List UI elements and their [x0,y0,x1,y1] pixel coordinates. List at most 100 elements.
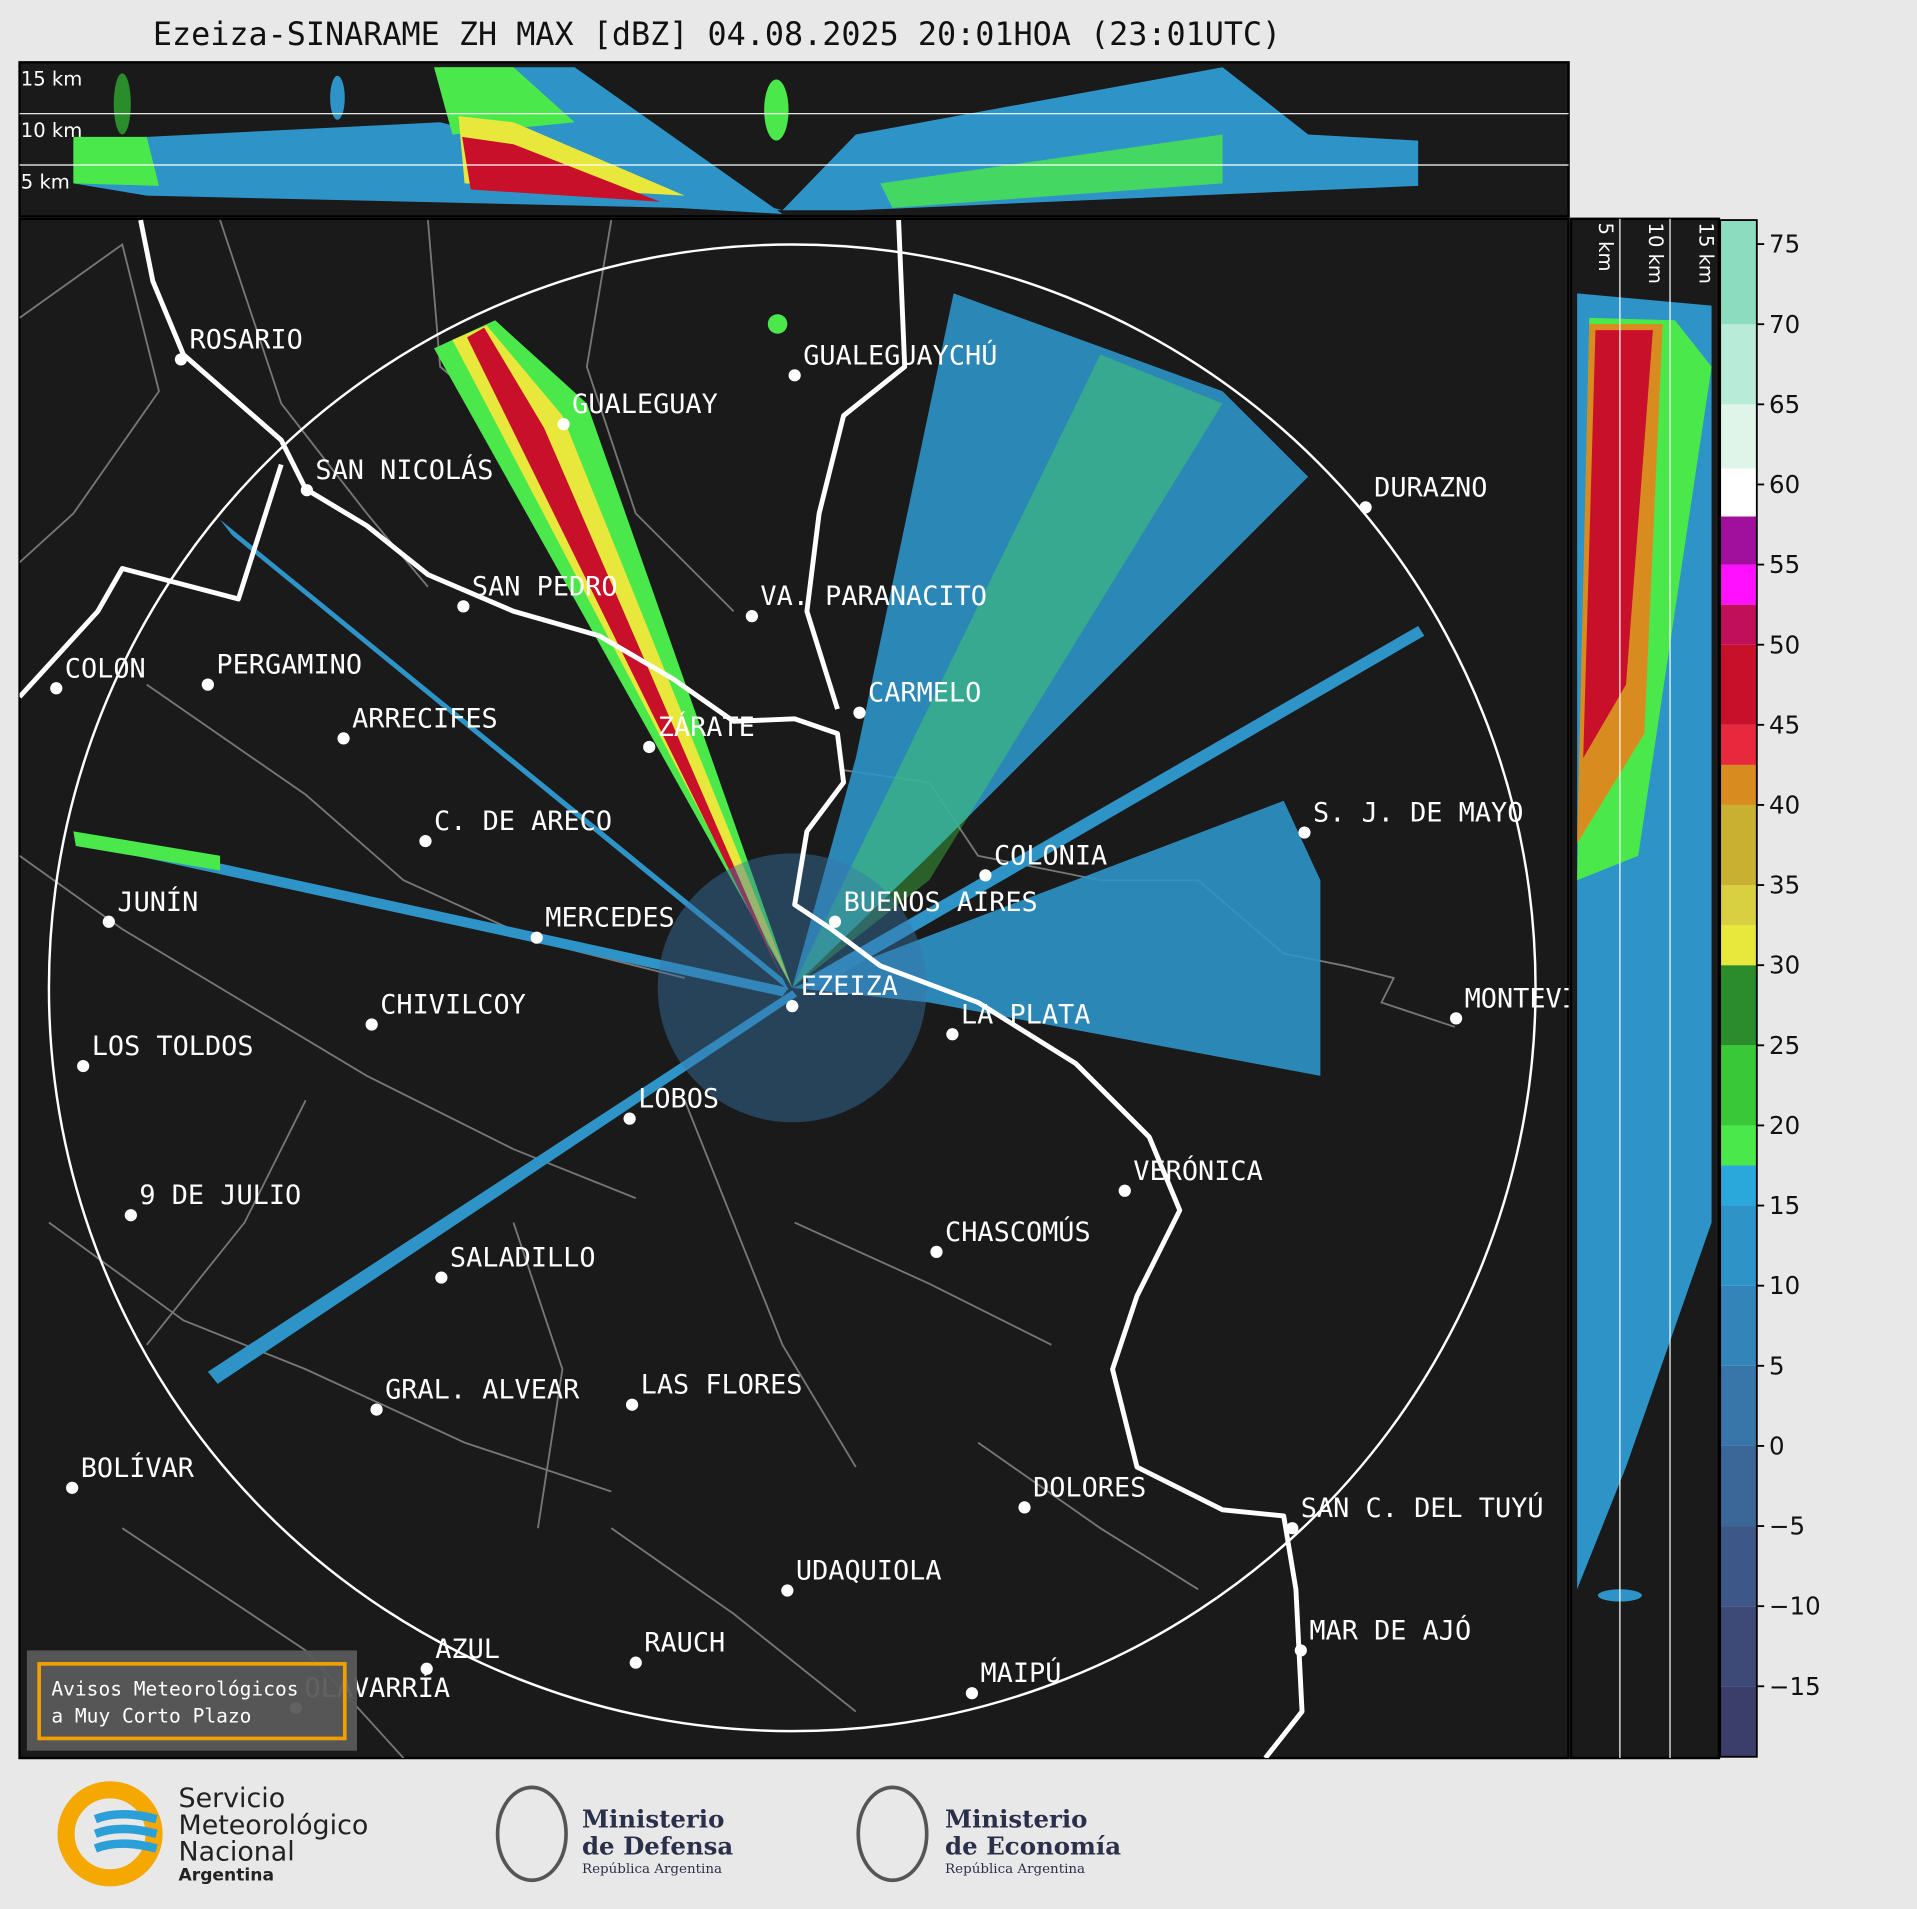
city-label: GRAL. ALVEAR [385,1375,580,1406]
colorbar-tick-label: 20 [1769,1111,1800,1140]
city-dot [1359,501,1372,514]
colorbar-segment [1720,1285,1757,1366]
city-dot [786,1000,799,1013]
colorbar-tick-label: 10 [1769,1271,1800,1300]
title: Ezeiza-SINARAME ZH MAX [dBZ] 04.08.2025 … [153,17,1281,53]
city-dot [300,484,313,497]
city-label: MERCEDES [545,903,674,934]
city-label: LOS TOLDOS [92,1031,254,1062]
colorbar-tick-label: 0 [1769,1431,1785,1460]
colorbar-segment [1720,1686,1757,1757]
colorbar-segment [1720,324,1757,405]
colorbar-tick-label: 65 [1769,390,1800,419]
colorbar-tick-label: 25 [1769,1031,1800,1060]
city-label: MAIPÚ [981,1657,1062,1689]
colorbar-segment [1720,1045,1757,1126]
city-label: ROSARIO [190,324,303,355]
city-dot [1298,826,1311,839]
city-label: GUALEGUAYCHÚ [803,339,997,371]
city-dot [946,1028,959,1041]
city-dot [174,353,188,366]
city-dot [828,915,842,928]
city-label: BOLÍVAR [81,1452,195,1484]
colorbar-tick-label: 60 [1769,470,1800,499]
colorbar-segment [1720,1125,1757,1166]
city-label: SAN C. DEL TUYÚ [1301,1492,1544,1524]
coastline [19,219,1305,1759]
city-dot [1286,1522,1299,1535]
city-dot [102,915,115,928]
city-dot [66,1481,79,1494]
city-label: VA. PARANACITO [760,581,987,612]
smn-logo: Servicio Meteorológico Nacional Argentin… [57,1781,368,1887]
badge-text: Avisos Meteorológicos [51,1678,298,1701]
height-label: 5 km [21,170,70,193]
colorbar-tick-label: 30 [1769,951,1800,980]
logo-text: de Economía [945,1832,1121,1861]
colorbar-tick-label: −10 [1769,1592,1821,1621]
colorbar-segment [1720,1365,1757,1446]
city-dot [745,610,759,623]
city-dot [965,1687,979,1700]
colorbar-tick-label: 75 [1769,230,1800,259]
top-echoes [73,67,1419,214]
colorbar: −15 −10 −5 0 5 10 15 20 25 30 35 40 45 50 55 60 65 70 75 [1719,219,1821,1758]
colorbar-tick-label: 50 [1769,630,1800,659]
city-dot [365,1018,378,1031]
colorbar-tick-label: 55 [1769,550,1800,579]
colorbar-segment [1720,516,1757,565]
range-ring [47,243,1537,1733]
city-label: LAS FLORES [641,1370,803,1401]
city-dot [788,369,801,382]
city-dot [457,600,470,613]
city-label: EZEIZA [801,971,898,1002]
colorbar-segment [1720,925,1757,966]
city-label: CARMELO [868,678,981,709]
city-dot [77,1059,90,1073]
city-label: MAR DE AJÓ [1309,1614,1471,1646]
city-label: ZÁRATE [658,711,755,743]
colorbar-segment [1720,1606,1757,1687]
colorbar-segment [1720,644,1757,725]
city-dot [124,1209,137,1222]
city-label: BUENOS AIRES [844,887,1038,918]
city-label: DURAZNO [1374,472,1487,503]
colorbar-segment [1720,220,1757,325]
city-dot [1018,1501,1031,1514]
city-dot [1449,1012,1463,1025]
city-dot [419,834,432,848]
colorbar-segment [1720,604,1757,645]
colorbar-segment [1720,965,1757,1046]
defensa-logo: Ministerio de Defensa República Argentin… [495,1785,733,1883]
city-dot [201,678,214,691]
badge-border [37,1662,347,1741]
side-echoes [1577,293,1712,1602]
height-label: 15 km [21,68,82,91]
city-label: SAN NICOLÁS [315,454,493,486]
logo-text: de Defensa [582,1832,733,1861]
height-label: 5 km [1594,223,1617,272]
city-label: COLON [65,653,146,684]
city-dot [623,1112,636,1125]
colorbar-segment [1720,885,1757,926]
logo-text: Nacional [179,1837,295,1868]
height-label: 10 km [21,119,82,142]
colorbar-segment [1720,1205,1757,1286]
logo-text: Ministerio [582,1805,724,1834]
colorbar-segment [1720,804,1757,886]
city-dot [530,931,543,944]
colorbar-segment [1720,764,1757,805]
city-label: LA PLATA [961,999,1090,1030]
colorbar-tick-label: 15 [1769,1191,1800,1220]
city-dot [629,1656,642,1669]
city-label: SALADILLO [450,1243,596,1274]
city-dot [625,1398,639,1411]
city-dot [557,418,570,431]
city-label: C. DE ARECO [434,806,612,837]
city-dot [1118,1184,1131,1197]
colorbar-tick-label: 40 [1769,791,1800,820]
city-dot [643,740,656,754]
colorbar-segment [1720,1165,1757,1206]
logo-text: República Argentina [582,1862,722,1877]
